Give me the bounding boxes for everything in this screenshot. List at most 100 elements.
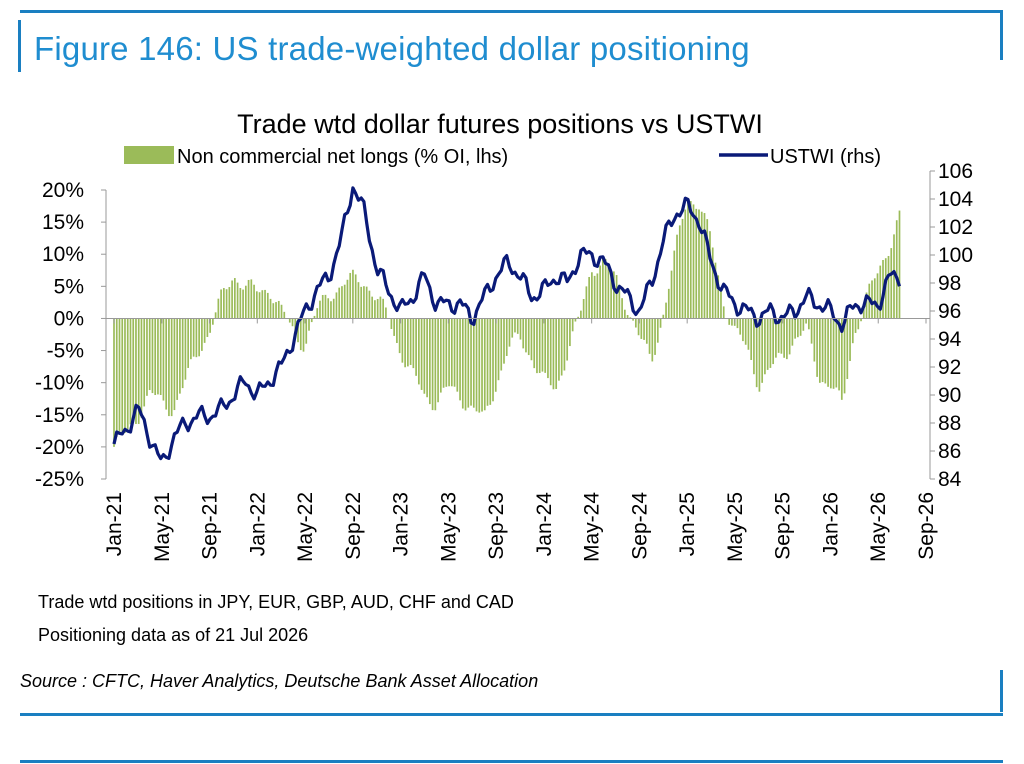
ustwi-line — [112, 186, 902, 461]
positions-bar — [494, 318, 497, 392]
positions-bar — [168, 318, 170, 417]
positions-bar — [220, 289, 222, 319]
y-left-tick-label: 10% — [42, 243, 84, 266]
positions-bar — [544, 318, 547, 373]
positions-bar — [714, 262, 717, 319]
positions-bar — [324, 294, 327, 319]
positions-bar — [409, 318, 412, 365]
positions-bar — [788, 318, 791, 355]
y-right-tick-label: 100 — [938, 244, 973, 267]
positions-bar — [319, 300, 321, 319]
positions-bar — [860, 318, 862, 322]
y-left-tick-label: -5% — [47, 340, 84, 363]
positions-bar — [816, 318, 818, 377]
positions-bar — [346, 279, 349, 319]
positions-bar — [288, 318, 291, 323]
labels-layer: 20% 15% 10% 5% 0% -5% -10% -15% -20% -25% 106 104 10… — [35, 109, 973, 562]
y-left-tick-label: 5% — [54, 275, 84, 298]
positions-bar — [335, 292, 338, 319]
positions-bar — [176, 318, 179, 400]
positions-bar — [228, 287, 231, 319]
positions-bar — [165, 318, 168, 410]
y-left-tick-label: -20% — [35, 436, 84, 459]
positions-bar — [302, 318, 305, 352]
positions-bar — [341, 286, 343, 319]
positions-bar — [755, 318, 758, 388]
positions-bar — [135, 318, 137, 424]
positions-bar — [698, 209, 700, 319]
positions-bar — [121, 318, 124, 433]
positions-bar — [700, 211, 703, 319]
positions-bar — [695, 208, 698, 319]
positions-bar — [775, 318, 777, 358]
positions-bar — [459, 318, 461, 401]
positions-bar — [813, 318, 816, 362]
positions-bar — [879, 265, 882, 319]
positions-bar — [233, 278, 236, 319]
positions-bar — [615, 275, 618, 319]
positions-bar — [250, 279, 253, 319]
positions-bar — [840, 318, 843, 400]
positions-bar — [706, 219, 709, 319]
positions-bar — [374, 300, 376, 319]
positions-bar — [349, 272, 352, 319]
positions-bar — [118, 318, 121, 433]
positions-bar — [898, 210, 901, 319]
positions-bar — [890, 248, 893, 319]
positions-bar — [382, 298, 384, 319]
positions-bar — [472, 318, 475, 408]
positions-bar — [810, 318, 813, 344]
positions-bar — [412, 318, 415, 369]
positions-bar — [783, 318, 785, 358]
y-left-tick-label: -15% — [35, 404, 84, 427]
positions-bar — [871, 280, 873, 319]
x-tick-label: Sep-23 — [485, 492, 508, 560]
positions-bar — [467, 318, 470, 408]
positions-bar — [560, 318, 563, 376]
y-right-tick-label: 104 — [938, 188, 973, 211]
positions-bar — [764, 318, 766, 375]
positions-bar — [648, 318, 651, 354]
x-tick-label: Sep-22 — [342, 492, 365, 560]
positions-bar — [330, 301, 332, 319]
x-tick-label: May-23 — [437, 492, 460, 562]
positions-bar — [357, 282, 360, 319]
positions-bar — [525, 318, 527, 353]
positions-bar — [137, 318, 140, 424]
y-right-tick-label: 102 — [938, 216, 973, 239]
positions-bar — [258, 292, 261, 319]
positions-bar — [527, 318, 530, 356]
positions-bar — [192, 318, 195, 357]
positions-bar — [777, 318, 780, 353]
positions-bar — [865, 292, 868, 319]
positions-bar — [124, 318, 126, 433]
positions-bar — [731, 318, 733, 326]
positions-bar — [308, 318, 310, 331]
positions-bar — [132, 318, 135, 423]
positions-bar — [305, 318, 308, 344]
positions-bar — [626, 315, 629, 319]
positions-bar — [818, 318, 821, 383]
positions-bar — [552, 318, 555, 390]
positions-bar — [269, 298, 272, 319]
positions-bar — [448, 318, 450, 387]
positions-bar — [217, 298, 220, 319]
positions-bar — [453, 318, 456, 387]
positions-bar — [574, 318, 577, 322]
positions-bar — [190, 318, 192, 360]
positions-bar — [426, 318, 428, 398]
positions-bar — [651, 318, 654, 362]
positions-bar — [209, 318, 211, 333]
positions-bar — [187, 318, 189, 368]
positions-bar — [753, 318, 755, 375]
positions-bar — [508, 318, 511, 347]
positions-bar — [670, 270, 673, 319]
positions-bar — [555, 318, 558, 389]
positions-bar — [332, 298, 335, 319]
x-tick-label: Sep-25 — [772, 492, 795, 560]
positions-bar — [797, 318, 799, 338]
positions-bar — [593, 275, 596, 319]
positions-bar — [613, 271, 615, 319]
positions-bar — [261, 290, 264, 319]
positions-bar — [223, 288, 225, 319]
